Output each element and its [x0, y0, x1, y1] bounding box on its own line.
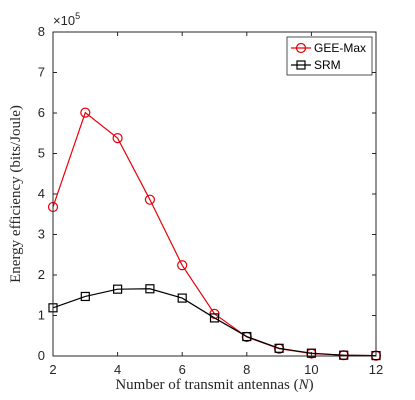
legend-marker-gee-max — [295, 42, 307, 54]
y-tick-label: 0 — [38, 348, 45, 363]
y-tick-label: 4 — [38, 186, 45, 201]
x-tick-label: 10 — [304, 362, 318, 377]
y-tick-label: 8 — [38, 24, 45, 39]
series-srm — [48, 284, 381, 361]
data-point-srm — [339, 350, 349, 360]
series-layer — [47, 107, 382, 361]
plot-area — [53, 32, 376, 356]
y-axis-label: Energy efficiency (bits/Joule) — [8, 105, 24, 283]
y-tick-label: 2 — [38, 267, 45, 282]
plot-frame — [52, 31, 377, 357]
data-point-srm — [112, 284, 123, 294]
data-point-srm — [274, 343, 284, 353]
x-tick-label: 8 — [243, 362, 250, 377]
data-point-srm — [80, 291, 90, 302]
data-point-srm — [209, 313, 220, 323]
y-exponent-label: ×105 — [53, 11, 80, 28]
series-line-srm — [52, 288, 377, 357]
legend-marker-srm — [296, 60, 306, 70]
data-point-srm — [145, 284, 155, 294]
data-point-gee-max — [177, 260, 188, 271]
y-axis-ticks: 0 1 2 3 4 5 6 7 8 — [38, 24, 376, 363]
y-tick-label: 3 — [38, 227, 45, 242]
x-tick-label: 12 — [369, 362, 383, 377]
data-point-gee-max — [144, 194, 155, 205]
data-point-srm — [306, 348, 316, 358]
x-axis-label: Number of transmit antennas (N) — [115, 377, 313, 393]
y-tick-label: 6 — [38, 105, 45, 120]
data-point-srm — [177, 293, 187, 303]
x-tick-label: 6 — [179, 362, 186, 377]
y-tick-label: 5 — [38, 146, 45, 161]
y-tick-label: 1 — [38, 308, 45, 323]
x-tick-label: 2 — [49, 362, 56, 377]
x-tick-label: 4 — [114, 362, 121, 377]
data-point-gee-max — [112, 133, 123, 144]
legend-label-srm: SRM — [314, 58, 341, 72]
legend: GEE-Max SRM — [286, 36, 373, 76]
data-point-gee-max — [80, 107, 91, 118]
data-point-srm — [242, 331, 252, 342]
legend-label-gee-max: GEE-Max — [314, 41, 366, 55]
y-tick-label: 7 — [38, 65, 45, 80]
